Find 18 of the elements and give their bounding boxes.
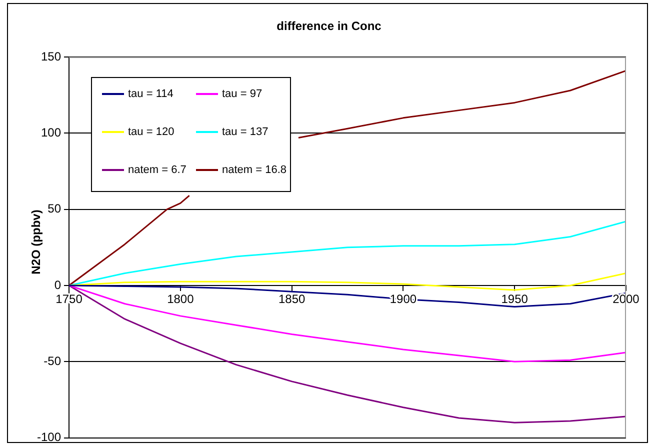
legend-label: tau = 137	[222, 126, 268, 138]
x-tick-label: 1800	[167, 292, 194, 306]
y-tick-label: 150	[40, 49, 62, 64]
y-tick-label: -100	[36, 430, 62, 444]
legend-label: natem = 6.7	[128, 164, 186, 176]
x-tick-label: 2000	[612, 292, 640, 306]
y-tick-label: -50	[44, 354, 62, 368]
legend-label: tau = 97	[222, 88, 262, 100]
legend-label: tau = 120	[128, 126, 174, 138]
y-axis-title: N2O (ppbv)	[29, 210, 43, 274]
y-tick-label: 50	[48, 202, 62, 216]
chart-title: difference in Conc	[276, 19, 382, 33]
legend-label: tau = 114	[128, 88, 174, 100]
legend-label: natem = 16.8	[222, 164, 287, 176]
y-tick-label: 100	[40, 125, 62, 140]
x-tick-label: 1950	[501, 292, 528, 306]
x-tick-label: 1850	[278, 292, 306, 306]
y-tick-label: 0	[54, 278, 62, 292]
